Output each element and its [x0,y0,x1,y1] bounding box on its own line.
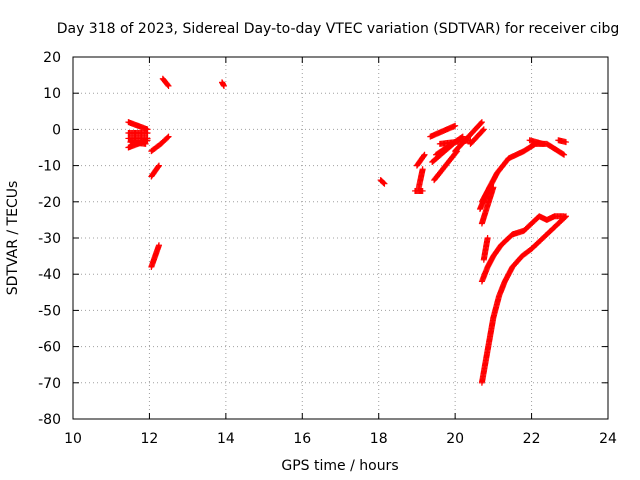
data-point [561,151,568,158]
x-tick-label: 16 [293,431,311,447]
data-point [155,242,162,249]
chart-title: Day 318 of 2023, Sidereal Day-to-day VTE… [57,21,620,37]
data-point [452,122,459,129]
y-tick-label: -10 [38,159,61,175]
y-tick-label: -80 [38,412,61,428]
data-point [155,163,162,170]
data-point [421,151,428,158]
data-point [562,139,569,146]
data-point [484,235,491,241]
y-tick-label: 10 [43,86,61,102]
data-point [164,82,171,89]
data-point [480,126,487,133]
y-tick-label: -30 [38,231,61,247]
y-tick-label: -20 [38,195,61,211]
data-point [381,180,388,187]
data-point [562,214,569,221]
data-point [165,133,172,140]
x-axis-label: GPS time / hours [281,458,398,474]
y-tick-label: -50 [38,303,61,319]
y-tick-label: -60 [38,340,61,356]
data-point [560,151,567,158]
x-tick-label: 14 [217,431,235,447]
data-point [220,82,227,89]
y-tick-label: -40 [38,267,61,283]
y-tick-label: 20 [43,50,61,66]
y-tick-label: -70 [38,376,61,392]
data-point [562,213,569,220]
data-point [142,140,149,147]
x-tick-label: 24 [599,431,617,447]
data-point [478,119,485,126]
x-tick-label: 12 [141,431,159,447]
y-axis: 20 10 0 -10 -20 -30 -40 -50 -60 -70 -80 [38,50,608,428]
y-axis-label: SDTVAR / TECUs [5,181,21,296]
x-tick-label: 22 [523,431,541,447]
data-point [380,179,387,186]
data-point [155,162,162,169]
data-point [419,187,426,194]
x-tick-label: 18 [370,431,388,447]
data-point [420,152,427,159]
data-point [165,82,172,89]
x-tick-label: 20 [446,431,464,447]
x-tick-label: 10 [64,431,82,447]
data-point [419,166,426,173]
y-tick-label: 0 [52,122,61,138]
plot-frame [72,56,609,420]
grid-layer [73,57,608,419]
data-series [125,75,569,386]
data-point [478,120,485,127]
data-point [480,127,487,134]
x-axis: 10 12 14 16 18 20 22 24 [64,57,617,447]
data-point [144,137,151,144]
data-point [164,134,171,141]
data-point [144,130,151,137]
